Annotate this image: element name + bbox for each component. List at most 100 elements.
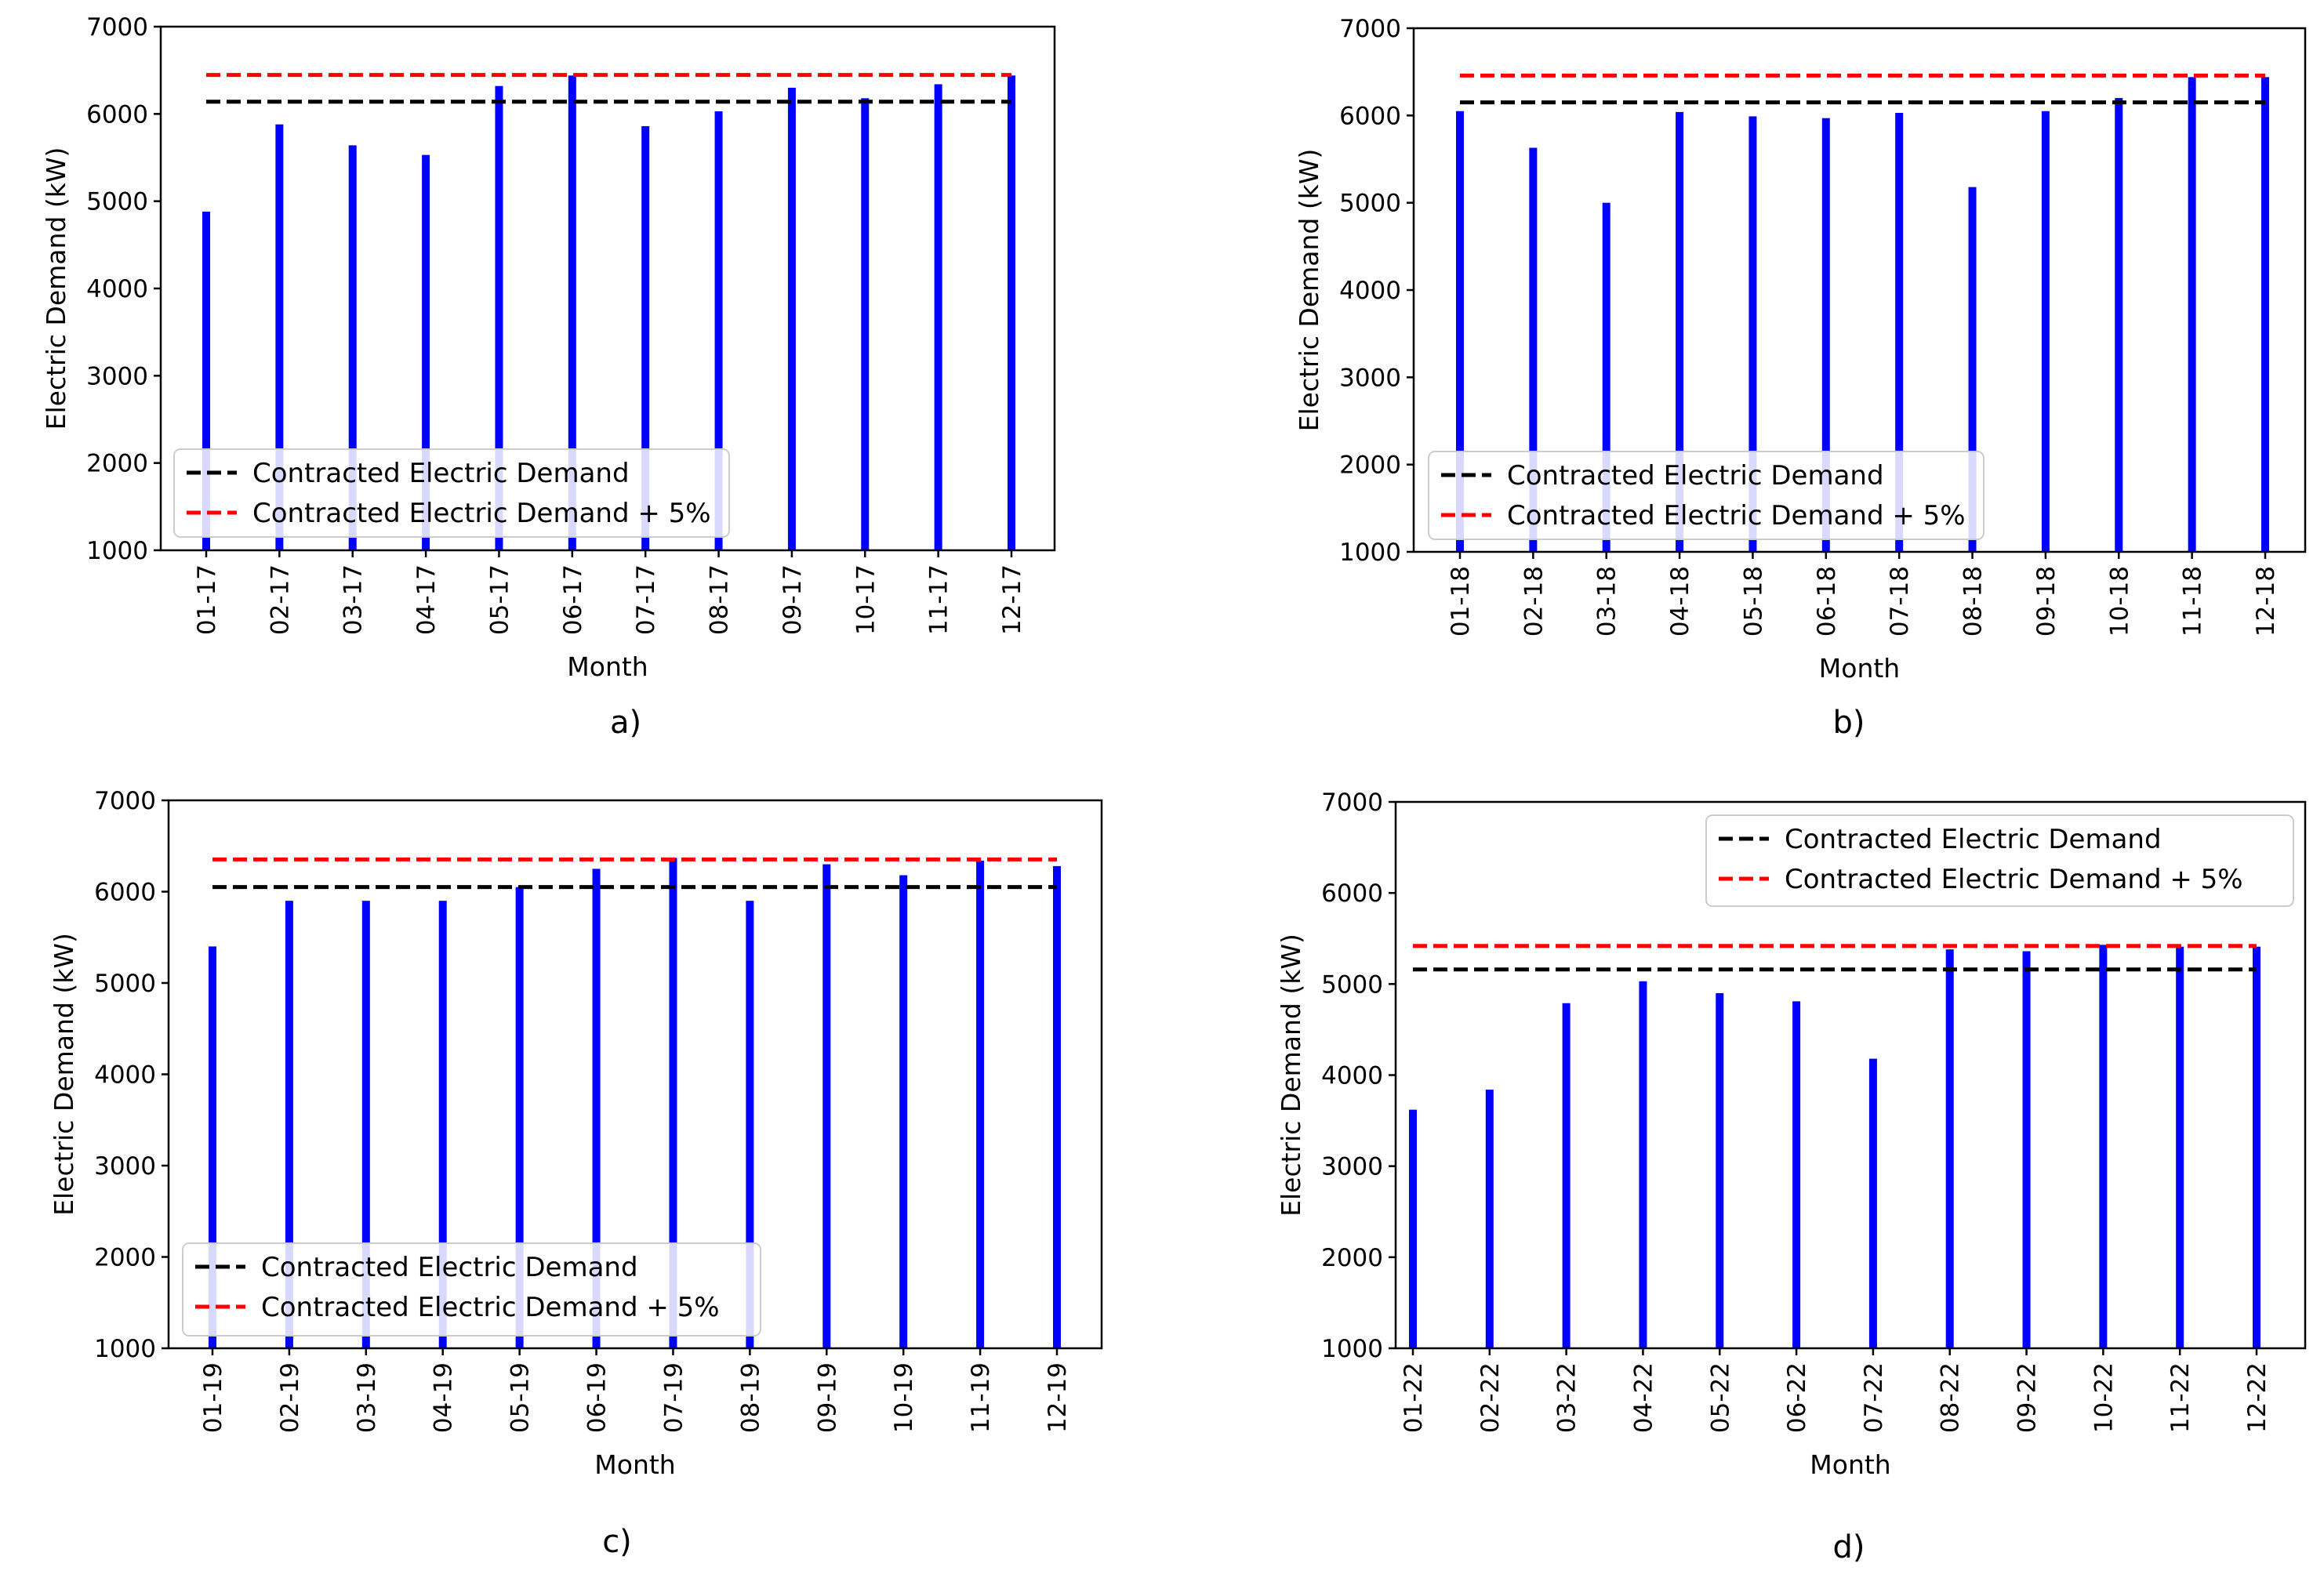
legend-label: Contracted Electric Demand + 5% (1785, 864, 2243, 895)
x-tick-label: 02-18 (1520, 566, 1548, 637)
x-tick-label: 05-17 (485, 564, 514, 635)
legend-label: Contracted Electric Demand + 5% (1507, 500, 1966, 531)
bar (1676, 111, 1684, 552)
bar (899, 875, 908, 1348)
bar (2253, 946, 2260, 1348)
x-tick-label: 07-19 (659, 1362, 688, 1433)
x-tick-label: 07-22 (1860, 1362, 1888, 1433)
x-tick-label: 10-19 (890, 1362, 918, 1433)
y-axis-label: Electric Demand (kW) (41, 147, 71, 430)
bar (348, 145, 357, 550)
bar (1821, 118, 1830, 552)
y-tick-label: 7000 (86, 13, 148, 42)
bar (202, 212, 210, 550)
bar (2022, 951, 2031, 1348)
bar (1748, 116, 1757, 553)
chart-panel-d: 1000 2000 3000 4000 5000 6000 7000 01-22 02-22 03… (1276, 789, 2307, 1565)
bar (1562, 1003, 1571, 1348)
bar (1529, 147, 1538, 552)
bar (209, 946, 216, 1348)
x-axis-label: Month (1810, 1449, 1890, 1480)
bar (568, 75, 576, 550)
x-axis-label: Month (1819, 653, 1900, 684)
legend: Contracted Electric Demand Contracted Ele… (182, 1242, 761, 1337)
bar (2099, 945, 2108, 1348)
y-tick-label: 1000 (1339, 539, 1401, 567)
x-tick-label: 09-17 (779, 564, 807, 635)
x-tick-label: 05-18 (1739, 566, 1767, 637)
x-tick-label: 12-17 (998, 564, 1026, 635)
x-tick-label: 11-18 (2179, 566, 2207, 637)
x-tick-label: 08-18 (1959, 566, 1988, 637)
x-tick-label: 02-22 (1476, 1362, 1505, 1433)
chart-panel-c: 1000 2000 3000 4000 5000 6000 7000 01-19 02-19 03… (49, 787, 1103, 1560)
y-tick-label: 2000 (1321, 1244, 1383, 1272)
y-tick-label: 7000 (1321, 789, 1383, 817)
bar (1716, 992, 1724, 1348)
panel-caption: a) (610, 705, 641, 741)
x-tick-label: 06-18 (1813, 566, 1841, 637)
x-tick-label: 06-19 (583, 1362, 612, 1433)
x-tick-label: 07-18 (1886, 566, 1914, 637)
x-tick-label: 01-22 (1400, 1362, 1428, 1433)
bar (746, 901, 754, 1348)
bar (934, 84, 942, 551)
y-tick-label: 2000 (1339, 452, 1401, 480)
legend-box (1428, 451, 1984, 540)
x-tick-label: 06-22 (1783, 1362, 1811, 1433)
bar (495, 85, 503, 550)
x-axis-label: Month (567, 651, 648, 682)
x-tick-label: 11-19 (967, 1362, 995, 1433)
x-tick-label: 10-18 (2105, 566, 2133, 637)
bar (714, 111, 723, 550)
y-tick-label: 6000 (94, 879, 156, 907)
bar (438, 901, 447, 1348)
y-tick-label: 1000 (94, 1335, 156, 1363)
x-tick-label: 09-22 (2014, 1362, 2042, 1433)
x-tick-label: 12-18 (2252, 566, 2280, 637)
x-axis-label: Month (594, 1449, 675, 1480)
x-tick-label: 05-22 (1706, 1362, 1734, 1433)
bar (361, 901, 370, 1348)
x-tick-label: 10-22 (2090, 1362, 2118, 1433)
bar (2176, 946, 2184, 1348)
legend-box (182, 1242, 761, 1337)
y-tick-label: 1000 (86, 537, 148, 565)
y-tick-label: 4000 (86, 275, 148, 303)
bar (641, 125, 650, 551)
x-tick-label: 04-18 (1666, 566, 1694, 637)
x-tick-label: 08-17 (706, 564, 734, 635)
legend-label: Contracted Electric Demand + 5% (252, 498, 711, 529)
y-tick-label: 3000 (94, 1152, 156, 1181)
x-tick-label: 03-19 (353, 1362, 381, 1433)
y-tick-label: 3000 (1339, 364, 1401, 392)
x-tick-label: 11-22 (2166, 1362, 2195, 1433)
bar (515, 887, 524, 1348)
panel-caption: d) (1833, 1529, 1865, 1565)
bar (861, 98, 870, 550)
legend: Contracted Electric Demand Contracted Ele… (173, 448, 730, 538)
bar (669, 858, 677, 1348)
y-tick-label: 4000 (1339, 277, 1401, 305)
bar (285, 901, 293, 1348)
legend: Contracted Electric Demand Contracted Ele… (1705, 814, 2294, 907)
bar (1868, 1058, 1877, 1348)
bar (1008, 75, 1015, 550)
bar (275, 124, 284, 550)
bar (2188, 77, 2196, 552)
chart-panel-a: 1000 2000 3000 4000 5000 6000 7000 01-17 02-17 03… (41, 13, 1056, 741)
legend-box (1705, 814, 2294, 907)
x-tick-label: 10-17 (852, 564, 880, 635)
x-tick-label: 04-17 (412, 564, 441, 635)
y-axis-label: Electric Demand (kW) (49, 933, 79, 1216)
y-tick-label: 5000 (86, 188, 148, 216)
bar (1409, 1109, 1417, 1348)
bar (1485, 1090, 1494, 1348)
x-tick-label: 03-22 (1553, 1362, 1581, 1433)
x-tick-label: 04-22 (1629, 1362, 1658, 1433)
bar (1895, 112, 1904, 552)
legend-box (173, 448, 730, 538)
y-tick-label: 3000 (86, 362, 148, 390)
bar (976, 860, 985, 1348)
